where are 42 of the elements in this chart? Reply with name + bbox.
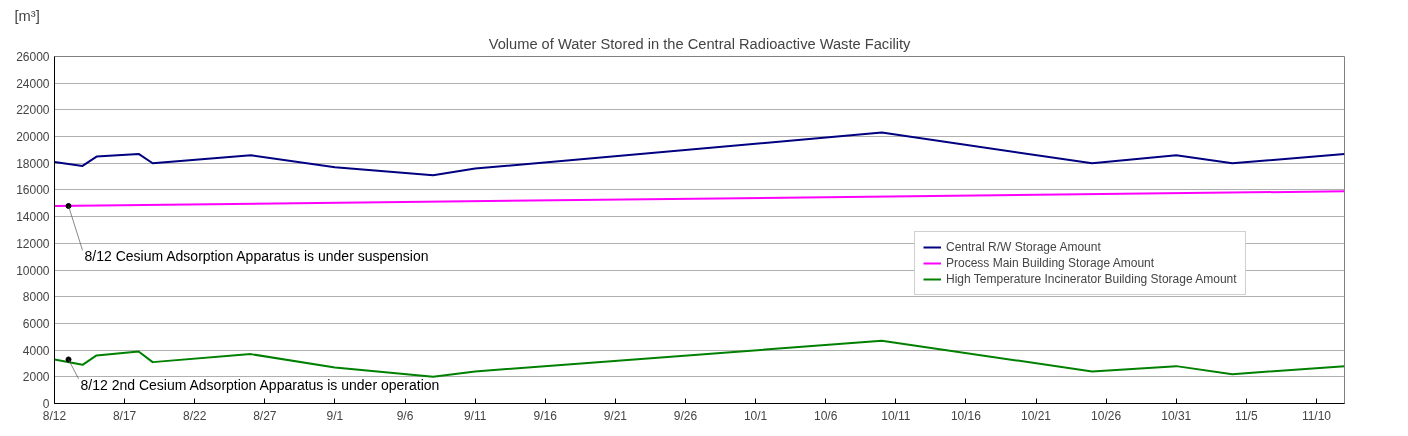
x-tick-label: 9/11 — [463, 408, 487, 423]
x-tick-label: 8/27 — [253, 408, 277, 423]
x-tick-label: 9/26 — [673, 408, 698, 423]
y-tick-label: 12000 — [16, 236, 50, 251]
y-tick-label: 8000 — [22, 290, 50, 305]
annotation: 8/12 Cesium Adsorption Apparatus is under suspension — [84, 248, 429, 265]
y-tick-label: 2000 — [22, 370, 50, 385]
x-tick-label: 10/26 — [1091, 408, 1122, 423]
y-tick-label: 24000 — [16, 76, 50, 91]
x-tick-label: 10/1 — [743, 408, 768, 423]
x-tick-label: 8/12 — [42, 408, 67, 423]
line-series — [54, 131, 1345, 177]
x-tick-label: 10/31 — [1161, 408, 1192, 423]
legend-label: Central R/W Storage Amount — [946, 240, 1101, 254]
x-tick-label: 10/11 — [881, 408, 911, 423]
y-tick-label: 6000 — [22, 316, 50, 331]
legend-label: High Temperature Incinerator Building Storage Amount — [946, 272, 1237, 286]
y-tick-label: 0 — [42, 397, 50, 411]
x-tick-label: 10/21 — [1021, 408, 1052, 423]
annotation: 8/12 2nd Cesium Adsorption Apparatus is under operation — [80, 376, 440, 393]
y-tick-label: 26000 — [16, 50, 50, 64]
y-tick-label: 22000 — [16, 103, 50, 118]
y-tick-label: 18000 — [16, 156, 50, 171]
y-tick-label: 14000 — [16, 210, 50, 225]
y-tick-label: 16000 — [16, 183, 50, 198]
x-tick-label: 9/6 — [396, 408, 414, 423]
chart-title: Volume of Water Stored in the Central Radioactive Waste Facility — [488, 35, 912, 52]
y-axis-title: [m³] — [14, 7, 40, 24]
x-tick-label: 9/21 — [603, 408, 628, 423]
x-tick-label: 11/5 — [1235, 408, 1258, 423]
x-tick-label: 10/6 — [814, 408, 838, 423]
x-tick-label: 9/1 — [326, 408, 344, 423]
y-tick-label: 20000 — [16, 130, 50, 145]
y-tick-label: 10000 — [16, 263, 50, 278]
y-tick-label: 4000 — [22, 343, 50, 358]
legend-label: Process Main Building Storage Amount — [946, 256, 1155, 270]
line-series — [54, 339, 1345, 378]
x-tick-label: 8/17 — [112, 408, 137, 423]
x-tick-label: 8/22 — [183, 408, 207, 423]
x-tick-label: 9/16 — [533, 408, 558, 423]
x-tick-label: 11/10 — [1301, 408, 1332, 423]
x-tick-label: 10/16 — [950, 408, 982, 423]
